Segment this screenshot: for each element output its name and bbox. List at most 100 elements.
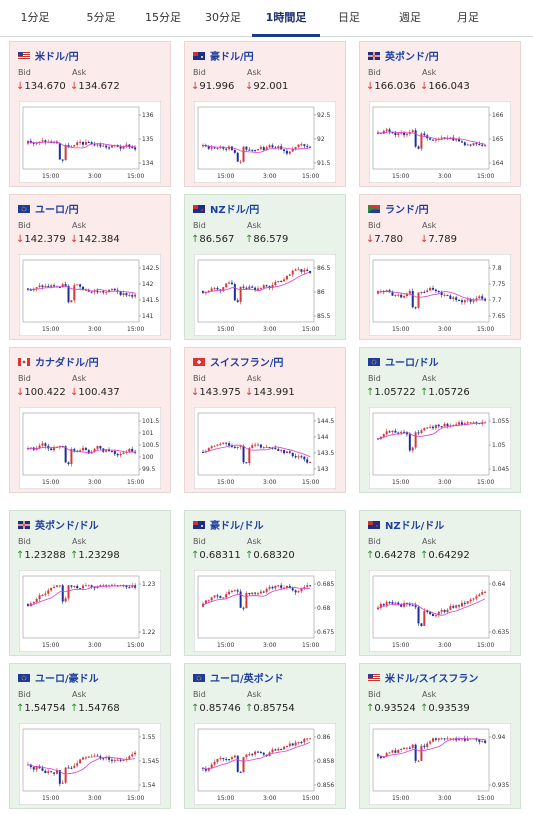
pair-title[interactable]: ユーロ/英ポンド xyxy=(193,670,284,685)
tab-6[interactable]: 週足 xyxy=(399,11,421,24)
candlestick-chart[interactable]: 0.86 0.858 0.856 15:00 3:00 15:00 xyxy=(194,723,336,805)
candle-body xyxy=(403,431,406,433)
candle-body xyxy=(41,285,44,287)
pair-title[interactable]: 米ドル/円 xyxy=(18,48,79,63)
tab-5[interactable]: 日足 xyxy=(338,11,360,24)
rate-card[interactable]: 米ドル/円 Bid Ask ↓134.670 ↓134.672 136 135 134 15:0… xyxy=(9,41,171,187)
candlestick-chart[interactable]: 166 165 164 15:00 3:00 15:00 xyxy=(369,101,511,183)
y-tick-label: 136 xyxy=(142,112,154,119)
chart-plot-area xyxy=(372,412,490,476)
candle-body xyxy=(105,145,108,148)
pair-title[interactable]: ユーロ/ドル xyxy=(368,354,439,369)
candle-body xyxy=(414,307,417,309)
pair-title[interactable]: 豪ドル/円 xyxy=(193,48,254,63)
y-tick-label: 1.55 xyxy=(142,734,156,741)
candle-body xyxy=(99,585,102,587)
rate-card[interactable]: ユーロ/円 Bid Ask ↓142.379 ↓142.384 142.5 142 141.5… xyxy=(9,194,171,340)
pair-title[interactable]: カナダドル/円 xyxy=(18,354,99,369)
candlestick-chart[interactable]: 0.685 0.68 0.675 15:00 3:00 15:00 xyxy=(194,570,336,652)
candlestick-chart[interactable]: 1.23 1.22 15:00 3:00 15:00 xyxy=(19,570,161,652)
chart-frame xyxy=(369,407,511,489)
pair-name: ランド/円 xyxy=(385,205,429,216)
candlestick-chart[interactable]: 0.64 0.635 15:00 3:00 15:00 xyxy=(369,570,511,652)
candlestick-chart[interactable]: 136 135 134 15:00 3:00 15:00 xyxy=(19,101,161,183)
rate-card[interactable]: ランド/円 Bid Ask ↓7.780 ↓7.789 7.8 7.75 7.7 7.65 15:… xyxy=(359,194,521,340)
pair-title[interactable]: 米ドル/スイスフラン xyxy=(368,670,478,685)
candle-body xyxy=(233,149,236,153)
candle-body xyxy=(219,443,222,445)
y-tick-label: 92.5 xyxy=(317,112,331,119)
candle-body xyxy=(377,438,379,440)
pair-title[interactable]: 英ポンド/ドル xyxy=(18,517,99,532)
candle-body xyxy=(225,594,228,598)
candle-body xyxy=(417,760,420,762)
candle-body xyxy=(481,296,484,299)
tab-4[interactable]: 1時間足 xyxy=(252,0,320,37)
rate-card[interactable]: ユーロ/英ポンド Bid Ask ↑0.85746 ↑0.85754 0.86 0.858 0… xyxy=(184,663,346,809)
y-tick-label: 1.54 xyxy=(142,782,156,789)
candle-body xyxy=(87,450,90,454)
bid-label: Bid xyxy=(18,537,31,546)
rate-card[interactable]: 豪ドル/ドル Bid Ask ↑0.68311 ↑0.68320 0.685 0.68 0.6… xyxy=(184,510,346,656)
candlestick-chart[interactable]: 142.5 142 141.5 141 15:00 3:00 15:00 xyxy=(19,254,161,336)
candle-body xyxy=(437,424,440,427)
x-tick-label: 15:00 xyxy=(392,479,409,486)
candlestick-chart[interactable]: 1.55 1.545 1.54 15:00 3:00 15:00 xyxy=(19,723,161,805)
ask-value: ↑0.93539 xyxy=(420,703,470,714)
pair-title[interactable]: 英ポンド/円 xyxy=(368,48,439,63)
rate-card[interactable]: ユーロ/ドル Bid Ask ↑1.05722 ↑1.05726 1.055 1.05 1.0… xyxy=(359,347,521,493)
ask-price: 134.672 xyxy=(78,81,120,92)
tab-1[interactable]: 5分足 xyxy=(86,11,116,24)
candlestick-chart[interactable]: 7.8 7.75 7.7 7.65 15:00 3:00 15:00 xyxy=(369,254,511,336)
pair-title[interactable]: NZドル/円 xyxy=(193,201,259,216)
tab-0[interactable]: 1分足 xyxy=(20,11,50,24)
candlestick-chart[interactable]: 101.5 101 100.5 100 99.5 15:00 3:00 15:00 xyxy=(19,407,161,489)
pair-title[interactable]: ユーロ/豪ドル xyxy=(18,670,99,685)
bid-price: 0.85746 xyxy=(199,703,241,714)
candlestick-chart[interactable]: 92.5 92 91.5 15:00 3:00 15:00 xyxy=(194,101,336,183)
candlestick-chart[interactable]: 1.055 1.05 1.045 15:00 3:00 15:00 xyxy=(369,407,511,489)
chart-frame xyxy=(19,407,161,489)
rate-card[interactable]: NZドル/ドル Bid Ask ↑0.64278 ↑0.64292 0.64 0.635 15… xyxy=(359,510,521,656)
ask-price: 100.437 xyxy=(78,387,120,398)
candle-body xyxy=(90,585,93,588)
candlestick-chart[interactable]: 0.94 0.935 15:00 3:00 15:00 xyxy=(369,723,511,805)
candle-body xyxy=(285,150,288,154)
pair-title[interactable]: ランド/円 xyxy=(368,201,429,216)
bid-value: ↑1.23288 xyxy=(16,550,66,561)
tab-2[interactable]: 15分足 xyxy=(145,11,181,24)
candle-body xyxy=(388,602,391,604)
chart-plot-area xyxy=(372,728,490,792)
candlestick-chart[interactable]: 86.5 86 85.5 15:00 3:00 15:00 xyxy=(194,254,336,336)
pair-title[interactable]: NZドル/ドル xyxy=(368,517,444,532)
bid-value: ↓134.670 xyxy=(16,81,66,92)
pair-title[interactable]: ユーロ/円 xyxy=(18,201,79,216)
rate-card[interactable]: 英ポンド/円 Bid Ask ↓166.036 ↓166.043 166 165 164 15:… xyxy=(359,41,521,187)
rate-card[interactable]: ユーロ/豪ドル Bid Ask ↑1.54754 ↑1.54768 1.55 1.545 1.… xyxy=(9,663,171,809)
candle-body xyxy=(377,754,379,757)
rate-card[interactable]: 米ドル/スイスフラン Bid Ask ↑0.93524 ↑0.93539 0.94 0.93… xyxy=(359,663,521,809)
rate-card[interactable]: カナダドル/円 Bid Ask ↓100.422 ↓100.437 101.5 101 100… xyxy=(9,347,171,493)
y-tick-label: 92 xyxy=(317,136,325,143)
ask-value: ↑0.85754 xyxy=(245,703,295,714)
arrow-down-icon: ↓ xyxy=(245,81,254,92)
arrow-down-icon: ↓ xyxy=(70,234,79,245)
candlestick-chart[interactable]: 144.5 144 143.5 143 15:00 3:00 15:00 xyxy=(194,407,336,489)
rate-card[interactable]: 英ポンド/ドル Bid Ask ↑1.23288 ↑1.23298 1.23 1.22 15:… xyxy=(9,510,171,656)
arrow-down-icon: ↓ xyxy=(70,81,79,92)
rate-card[interactable]: スイスフラン/円 Bid Ask ↓143.975 ↓143.991 144.5 144 14… xyxy=(184,347,346,493)
tab-7[interactable]: 月足 xyxy=(457,11,479,24)
eu-flag-icon xyxy=(193,674,205,682)
y-tick-label: 86.5 xyxy=(317,265,331,272)
pair-title[interactable]: 豪ドル/ドル xyxy=(193,517,264,532)
ask-price: 7.789 xyxy=(428,234,458,245)
chart-frame xyxy=(369,570,511,652)
pair-title[interactable]: スイスフラン/円 xyxy=(193,354,283,369)
chart-frame xyxy=(194,723,336,805)
candle-body xyxy=(306,585,309,587)
rate-card[interactable]: 豪ドル/円 Bid Ask ↓91.996 ↓92.001 92.5 92 91.5 15:00… xyxy=(184,41,346,187)
bid-label: Bid xyxy=(368,690,381,699)
candle-body xyxy=(400,294,403,298)
tab-3[interactable]: 30分足 xyxy=(205,11,241,24)
rate-card[interactable]: NZドル/円 Bid Ask ↑86.567 ↑86.579 86.5 86 85.5 15:0… xyxy=(184,194,346,340)
